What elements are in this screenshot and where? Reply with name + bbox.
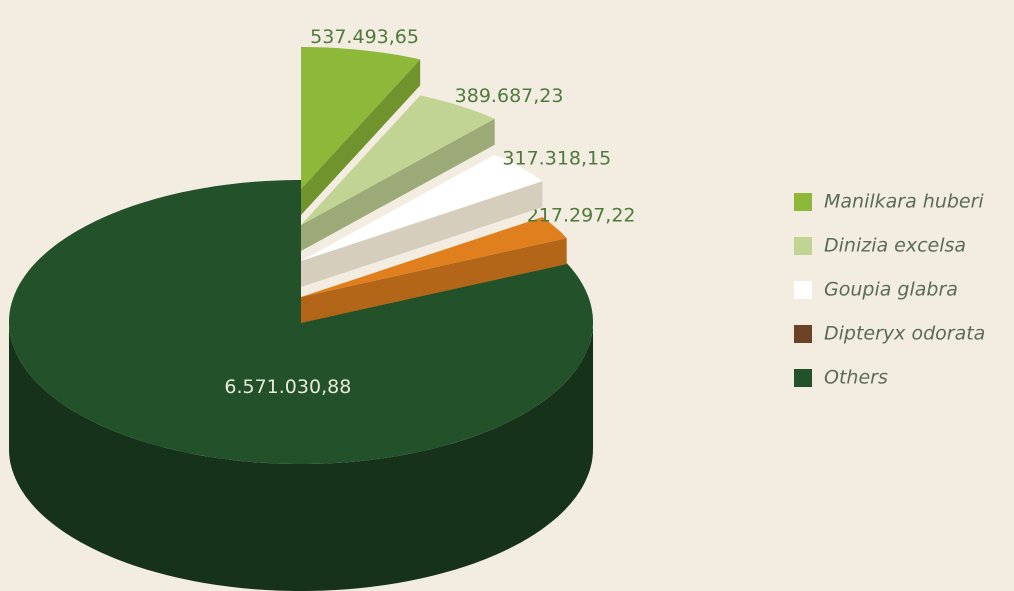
- pie-side: [301, 181, 543, 287]
- legend-swatch: [794, 325, 812, 343]
- pie-slice: [301, 47, 421, 189]
- legend-label: Goupia glabra: [824, 279, 958, 301]
- legend-swatch: [794, 237, 812, 255]
- pie-side: [301, 118, 495, 251]
- value-label: 389.687,23: [455, 85, 564, 107]
- legend-swatch: [794, 193, 812, 211]
- value-label: 217.297,22: [527, 205, 636, 227]
- value-label: 317.318,15: [502, 148, 611, 170]
- pie-slice: [301, 217, 567, 297]
- value-label: 537.493,65: [310, 26, 419, 48]
- legend-label: Dinizia excelsa: [824, 235, 966, 257]
- pie-side: [301, 238, 567, 323]
- pie-slice: [301, 95, 495, 226]
- pie-side: [301, 59, 421, 216]
- pie-slice: [301, 154, 543, 261]
- value-label: 6.571.030,88: [224, 376, 351, 398]
- legend-label: Manilkara huberi: [824, 191, 984, 213]
- legend-swatch: [794, 369, 812, 387]
- legend-swatch: [794, 281, 812, 299]
- legend-label: Others: [824, 367, 888, 389]
- legend-label: Dipteryx odorata: [824, 323, 985, 345]
- pie-side: [9, 322, 593, 591]
